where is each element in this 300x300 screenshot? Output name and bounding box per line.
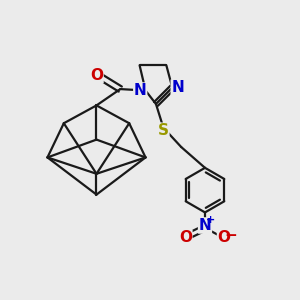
Text: N: N (199, 218, 212, 233)
Text: O: O (218, 230, 230, 245)
Text: +: + (206, 215, 216, 225)
Text: N: N (171, 80, 184, 95)
Text: O: O (90, 68, 103, 82)
Text: S: S (158, 123, 169, 138)
Text: N: N (134, 83, 147, 98)
Text: −: − (224, 228, 237, 243)
Text: O: O (179, 230, 192, 245)
